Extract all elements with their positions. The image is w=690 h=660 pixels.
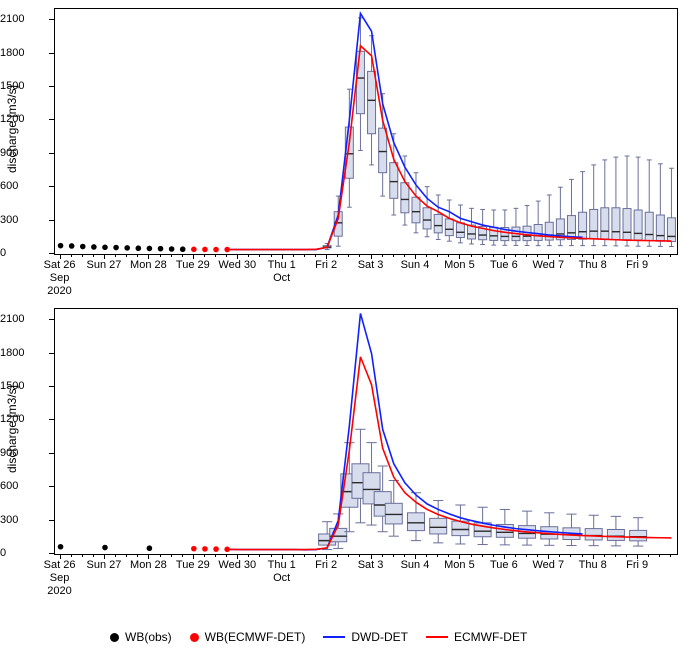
x-tick-label: Mon 5	[444, 559, 475, 572]
x-tick-label: Mon 5	[444, 259, 475, 272]
bottom-panel	[54, 308, 678, 555]
x-tick-label: Sun 4	[401, 259, 430, 272]
legend-dot-icon	[110, 633, 119, 642]
legend-item: ECMWF-DET	[426, 630, 527, 644]
x-tick-label: Tue 6	[490, 259, 518, 272]
bottom-x-ticks: Sat 26Sep2020Sun 27Mon 28Tue 29Wed 30Thu…	[54, 555, 676, 597]
legend-label: WB(ECMWF-DET)	[205, 630, 306, 644]
top-panel	[54, 8, 678, 255]
legend-label: WB(obs)	[125, 630, 172, 644]
legend-item: WB(obs)	[110, 630, 172, 644]
y-tick-label: 0	[0, 547, 48, 559]
x-tick-label: Fri 9	[626, 559, 648, 572]
bottom-y-axis-title: discharge [m3/s]	[5, 385, 19, 473]
legend-label: DWD-DET	[351, 630, 408, 644]
y-tick-label: 0	[0, 247, 48, 259]
bottom-plot	[55, 309, 677, 554]
x-tick-label: Tue 29	[176, 559, 210, 572]
legend-item: DWD-DET	[323, 630, 408, 644]
x-tick-label: Mon 28	[130, 559, 167, 572]
legend-item: WB(ECMWF-DET)	[190, 630, 306, 644]
top-x-ticks: Sat 26Sep2020Sun 27Mon 28Tue 29Wed 30Thu…	[54, 255, 676, 297]
legend-dot-icon	[190, 633, 199, 642]
x-tick-label: Sun 4	[401, 559, 430, 572]
y-tick-label: 2100	[0, 13, 48, 25]
legend-line-icon	[426, 636, 448, 638]
x-tick-label: Thu 8	[579, 559, 607, 572]
x-tick-label: Sun 27	[87, 559, 122, 572]
x-tick-label: Fri 2	[315, 259, 337, 272]
x-tick-label: Wed 30	[218, 259, 256, 272]
x-tick-label: Tue 29	[176, 259, 210, 272]
x-tick-label: Mon 28	[130, 259, 167, 272]
x-tick-label: Sat 3	[358, 559, 384, 572]
top-y-axis-title: discharge [m3/s]	[5, 85, 19, 173]
x-tick-label: Wed 7	[532, 259, 564, 272]
x-tick-label: Sat 3	[358, 259, 384, 272]
legend-label: ECMWF-DET	[454, 630, 527, 644]
x-tick-label: Tue 6	[490, 559, 518, 572]
y-tick-label: 600	[0, 480, 48, 492]
x-tick-label: Sun 27	[87, 259, 122, 272]
x-tick-label: Sat 26Sep2020	[44, 259, 76, 299]
x-tick-label: Wed 7	[532, 559, 564, 572]
y-tick-label: 1800	[0, 47, 48, 59]
y-tick-label: 300	[0, 514, 48, 526]
y-tick-label: 600	[0, 180, 48, 192]
x-tick-label: Thu 8	[579, 259, 607, 272]
x-tick-label: Sat 26Sep2020	[44, 559, 76, 599]
x-tick-label: Fri 2	[315, 559, 337, 572]
y-tick-label: 1800	[0, 347, 48, 359]
x-tick-label: Thu 1Oct	[268, 259, 296, 285]
figure: { "figure": { "width": 690, "height": 66…	[0, 0, 690, 660]
x-tick-label: Fri 9	[626, 259, 648, 272]
y-tick-label: 2100	[0, 313, 48, 325]
legend-line-icon	[323, 636, 345, 638]
x-tick-label: Thu 1Oct	[268, 559, 296, 585]
legend: WB(obs) WB(ECMWF-DET) DWD-DET ECMWF-DET	[110, 630, 527, 644]
x-tick-label: Wed 30	[218, 559, 256, 572]
y-tick-label: 300	[0, 214, 48, 226]
top-plot	[55, 9, 677, 254]
